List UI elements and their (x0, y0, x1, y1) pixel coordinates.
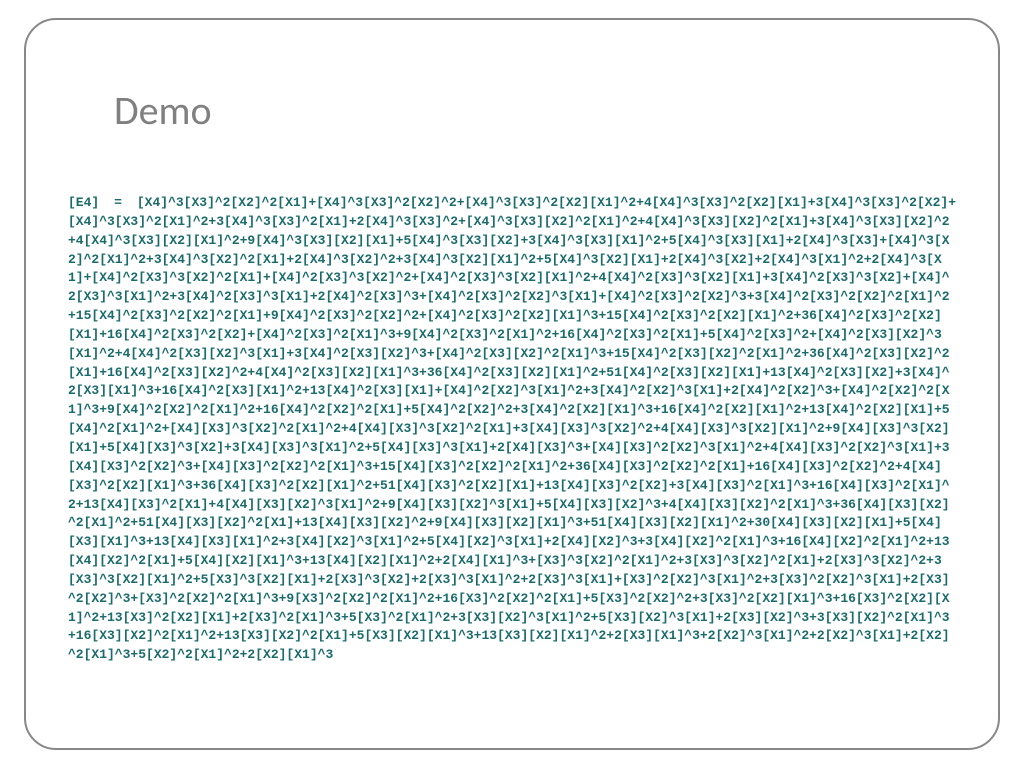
formula-expression: [E4] = [X4]^3[X3]^2[X2]^2[X1]+[X4]^3[X3]… (68, 194, 956, 665)
slide-frame: Demo [E4] = [X4]^3[X3]^2[X2]^2[X1]+[X4]^… (24, 18, 1000, 750)
slide-title: Demo (114, 86, 212, 135)
